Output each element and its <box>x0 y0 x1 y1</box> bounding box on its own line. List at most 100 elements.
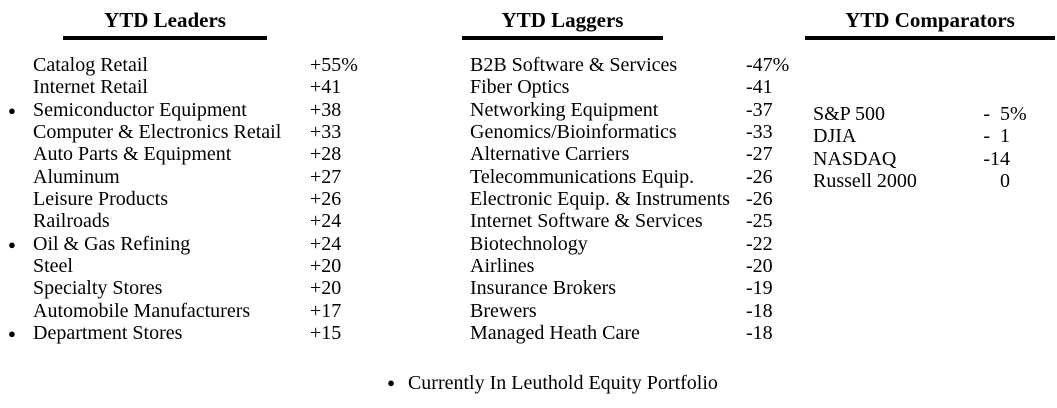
index-label: S&P 500 <box>813 103 886 125</box>
table-row: DJIA - 1 <box>805 125 1057 147</box>
table-row: Railroads +24 <box>0 210 395 232</box>
percent-suffix: % <box>1010 103 1027 125</box>
table-row: B2B Software & Services -47% <box>437 54 789 76</box>
ytd-change-value: -33 <box>746 120 773 143</box>
industry-group-label: Leisure Products <box>33 187 168 210</box>
ytd-change-value: -25 <box>746 210 773 233</box>
ytd-change-value: -26 <box>746 187 773 210</box>
ytd-change-value: +27 <box>310 165 342 188</box>
ytd-change-value: +15 <box>310 321 342 344</box>
industry-group-label: Catalog Retail <box>33 54 148 76</box>
table-row: Catalog Retail +55% <box>0 54 395 76</box>
leaders-table: Catalog Retail +55% Internet Retail +41 … <box>0 54 395 344</box>
ytd-change-value: +38 <box>310 98 342 121</box>
industry-group-label: Auto Parts & Equipment <box>33 143 232 166</box>
table-row: Computer & Electronics Retail +33 <box>0 121 395 143</box>
portfolio-bullet-icon: ● <box>8 236 16 252</box>
portfolio-bullet-icon: ● <box>8 325 16 341</box>
table-row: Aluminum +27 <box>0 166 395 188</box>
portfolio-footnote: ● Currently In Leuthold Equity Portfolio <box>0 371 1057 395</box>
table-row: Alternative Carriers -27 <box>437 143 782 165</box>
table-row: Managed Heath Care -18 <box>437 322 782 344</box>
ytd-change-value: +17 <box>310 299 342 322</box>
ytd-change-value: +55% <box>310 54 358 76</box>
ytd-change-value: +24 <box>310 232 342 255</box>
ytd-change-value: -41 <box>746 76 773 99</box>
industry-group-label: Oil & Gas Refining <box>33 232 191 255</box>
ytd-change-value: +26 <box>310 187 342 210</box>
industry-group-label: Fiber Optics <box>470 76 570 99</box>
industry-group-label: Insurance Brokers <box>470 277 617 300</box>
industry-group-label: Internet Retail <box>33 76 148 99</box>
industry-group-label: Networking Equipment <box>470 98 659 121</box>
table-row: Biotechnology -22 <box>437 233 782 255</box>
index-label: Russell 2000 <box>813 169 917 192</box>
industry-group-label: Steel <box>33 254 73 277</box>
ytd-change-value: +20 <box>310 277 342 300</box>
industry-group-label: Computer & Electronics Retail <box>33 120 282 143</box>
industry-group-label: Aluminum <box>33 165 120 188</box>
table-row: Electronic Equip. & Instruments -26 <box>437 188 782 210</box>
table-row: Telecommunications Equip. -26 <box>437 166 782 188</box>
industry-group-label: B2B Software & Services <box>470 54 678 76</box>
table-row: Fiber Optics -41 <box>437 76 782 98</box>
industry-group-label: Electronic Equip. & Instruments <box>470 187 730 210</box>
ytd-change-value: +33 <box>310 120 342 143</box>
industry-group-label: Genomics/Bioinformatics <box>470 120 677 143</box>
table-row: Networking Equipment -37 <box>437 99 782 121</box>
index-label: NASDAQ <box>813 147 897 170</box>
table-row: Internet Retail +41 <box>0 76 395 98</box>
table-row: ● Department Stores +15 <box>0 322 395 344</box>
ytd-change-value: +41 <box>310 76 342 99</box>
ytd-change-value: -26 <box>746 165 773 188</box>
ytd-change-value: -14 <box>983 147 1010 170</box>
ytd-change-value: -47% <box>746 54 790 76</box>
table-row: Automobile Manufacturers +17 <box>0 300 395 322</box>
table-row: Specialty Stores +20 <box>0 277 395 299</box>
leaders-column-title: YTD Leaders <box>63 7 267 40</box>
industry-group-label: Biotechnology <box>470 232 588 255</box>
ytd-change-value: -22 <box>746 232 773 255</box>
industry-group-label: Internet Software & Services <box>470 210 703 233</box>
table-row: NASDAQ -14 <box>805 148 1057 170</box>
ytd-change-value: +28 <box>310 143 342 166</box>
ytd-change-value: -27 <box>746 143 773 166</box>
industry-group-label: Railroads <box>33 210 110 233</box>
ytd-change-value: -37 <box>746 98 773 121</box>
table-row: ● Oil & Gas Refining +24 <box>0 233 395 255</box>
table-row: Insurance Brokers -19 <box>437 277 782 299</box>
ytd-change-value: +20 <box>310 254 342 277</box>
industry-group-label: Brewers <box>470 299 537 322</box>
table-row: Genomics/Bioinformatics -33 <box>437 121 782 143</box>
ytd-change-value: 0 <box>1000 169 1010 192</box>
table-row: Steel +20 <box>0 255 395 277</box>
table-row: Auto Parts & Equipment +28 <box>0 143 395 165</box>
industry-group-label: Managed Heath Care <box>470 321 640 344</box>
industry-group-label: Telecommunications Equip. <box>470 165 695 188</box>
portfolio-bullet-icon: ● <box>8 102 16 118</box>
ytd-change-value: - 5 <box>983 103 1010 125</box>
table-row: ● Semiconductor Equipment +38 <box>0 99 395 121</box>
table-row: Brewers -18 <box>437 300 782 322</box>
footnote-text: Currently In Leuthold Equity Portfolio <box>407 372 718 394</box>
industry-group-label: Department Stores <box>33 321 183 344</box>
comparators-column-title: YTD Comparators <box>805 7 1055 40</box>
bullet-icon: ● <box>387 375 395 390</box>
ytd-change-value: -19 <box>746 277 773 300</box>
table-row: Russell 2000 0 <box>805 170 1057 192</box>
industry-group-label: Automobile Manufacturers <box>33 299 251 322</box>
table-row: Internet Software & Services -25 <box>437 210 782 232</box>
industry-group-label: Airlines <box>470 254 535 277</box>
index-label: DJIA <box>813 125 857 148</box>
table-row: S&P 500 - 5 % <box>805 103 1057 125</box>
industry-group-label: Alternative Carriers <box>470 143 630 166</box>
laggers-table: B2B Software & Services -47% Fiber Optic… <box>437 54 789 344</box>
comparators-table: S&P 500 - 5 % DJIA - 1 NASDAQ -14 Russel… <box>805 103 1057 192</box>
table-row: Airlines -20 <box>437 255 782 277</box>
table-row: Leisure Products +26 <box>0 188 395 210</box>
industry-group-label: Specialty Stores <box>33 277 163 300</box>
ytd-change-value: +24 <box>310 210 342 233</box>
laggers-column-title: YTD Laggers <box>462 7 663 40</box>
ytd-change-value: -18 <box>746 299 773 322</box>
ytd-change-value: -18 <box>746 321 773 344</box>
